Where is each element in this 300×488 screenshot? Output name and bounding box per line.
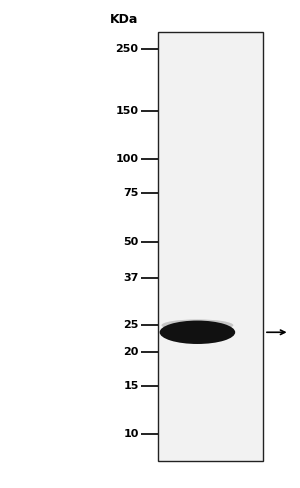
Ellipse shape: [160, 321, 235, 344]
Text: 250: 250: [116, 44, 139, 55]
Text: 37: 37: [123, 273, 139, 283]
Text: 20: 20: [123, 346, 139, 357]
Text: 100: 100: [116, 154, 139, 164]
Text: 150: 150: [116, 105, 139, 116]
Text: 10: 10: [123, 429, 139, 440]
Ellipse shape: [161, 319, 233, 331]
Text: 75: 75: [123, 188, 139, 199]
Text: 50: 50: [123, 237, 139, 247]
Text: 15: 15: [123, 381, 139, 391]
Bar: [158, 32, 262, 461]
Text: KDa: KDa: [110, 13, 139, 26]
Text: 25: 25: [123, 320, 139, 330]
